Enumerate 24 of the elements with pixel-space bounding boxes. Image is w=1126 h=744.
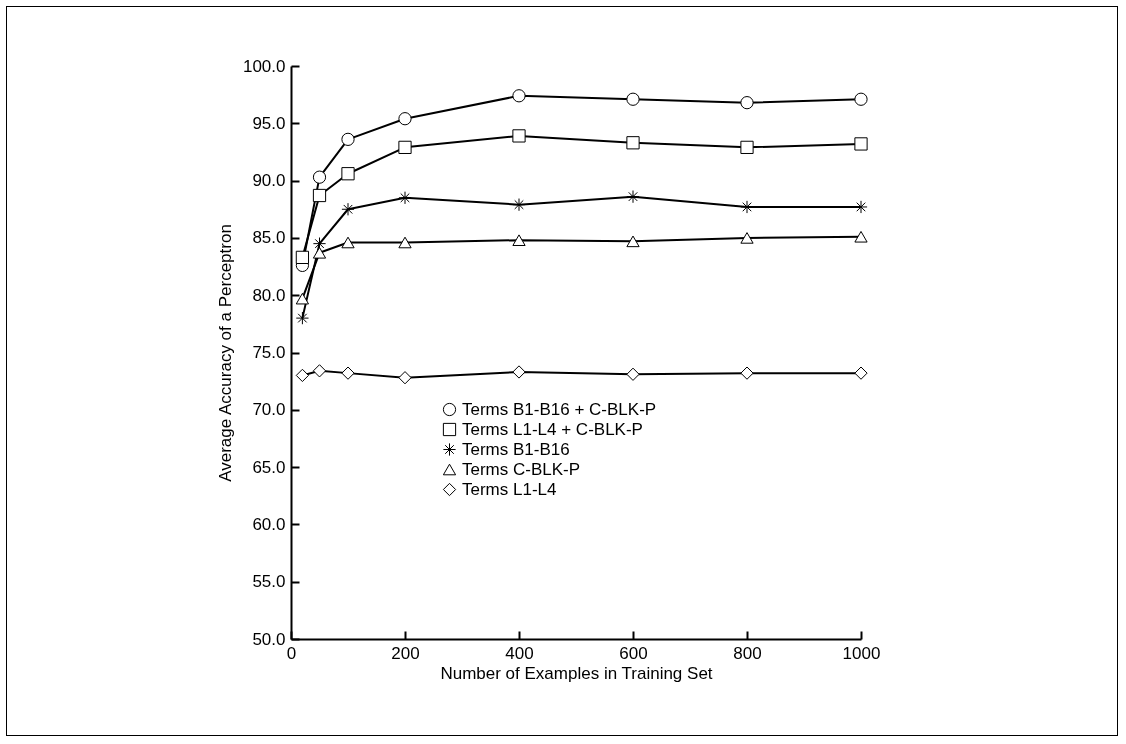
legend-label: Terms L1-L4 + C-BLK-P bbox=[462, 419, 643, 439]
x-tick-label: 200 bbox=[391, 643, 420, 663]
y-axis-title: Average Accuracy of a Perceptron bbox=[215, 224, 235, 482]
legend-label: Terms C-BLK-P bbox=[462, 459, 581, 479]
x-tick-label: 0 bbox=[286, 643, 297, 663]
y-tick-label: 80.0 bbox=[252, 285, 286, 305]
legend-label: Terms B1-B16 bbox=[462, 439, 570, 459]
x-tick-label: 600 bbox=[619, 643, 648, 663]
y-tick-label: 90.0 bbox=[252, 171, 286, 191]
legend-label: Terms L1-L4 bbox=[462, 479, 557, 499]
y-tick-label: 65.0 bbox=[252, 457, 286, 477]
x-tick-label: 400 bbox=[505, 643, 534, 663]
y-tick-label: 70.0 bbox=[252, 400, 286, 420]
y-tick-label: 55.0 bbox=[252, 572, 286, 592]
y-tick-label: 60.0 bbox=[252, 514, 286, 534]
y-tick-label: 50.0 bbox=[252, 629, 286, 649]
y-tick-label: 85.0 bbox=[252, 228, 286, 248]
y-tick-label: 100.0 bbox=[242, 56, 286, 76]
x-tick-label: 800 bbox=[733, 643, 762, 663]
x-axis-title: Number of Examples in Training Set bbox=[440, 663, 713, 683]
y-tick-label: 95.0 bbox=[252, 113, 286, 133]
x-tick-label: 1000 bbox=[842, 643, 881, 663]
legend-label: Terms B1-B16 + C-BLK-P bbox=[462, 399, 657, 419]
y-tick-label: 75.0 bbox=[252, 343, 286, 362]
